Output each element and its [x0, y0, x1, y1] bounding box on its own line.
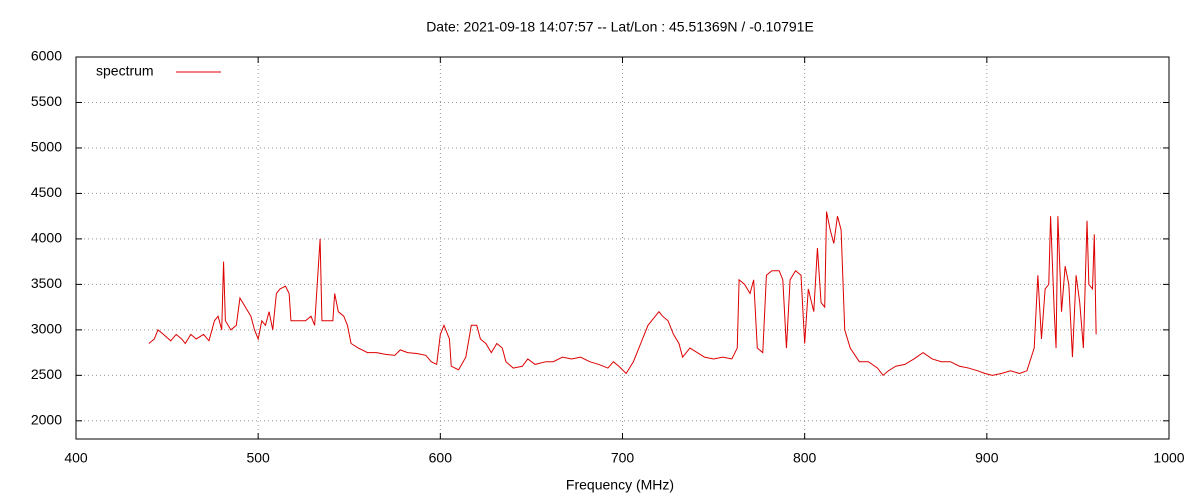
chart-title: Date: 2021-09-18 14:07:57 -- Lat/Lon : 4… [426, 19, 814, 35]
x-tick-label: 800 [793, 450, 817, 466]
x-tick-label: 900 [975, 450, 999, 466]
y-tick-label: 2500 [31, 366, 62, 382]
data-line [148, 211, 1097, 377]
legend-label: spectrum [96, 63, 154, 79]
x-axis-label: Frequency (MHz) [566, 477, 674, 493]
x-tick-label: 1000 [1153, 450, 1184, 466]
plot-frame [75, 56, 1170, 440]
y-tick-label: 6000 [31, 48, 62, 64]
x-tick-label: 500 [246, 450, 270, 466]
y-tick-label: 3000 [31, 321, 62, 337]
x-tick-label: 400 [64, 450, 88, 466]
x-tick-label: 700 [611, 450, 635, 466]
y-tick-label: 4000 [31, 230, 62, 246]
y-tick-label: 5000 [31, 139, 62, 155]
x-tick-label: 600 [429, 450, 453, 466]
y-tick-label: 3500 [31, 275, 62, 291]
y-tick-label: 5500 [31, 93, 62, 109]
y-tick-label: 2000 [31, 412, 62, 428]
y-tick-label: 4500 [31, 184, 62, 200]
